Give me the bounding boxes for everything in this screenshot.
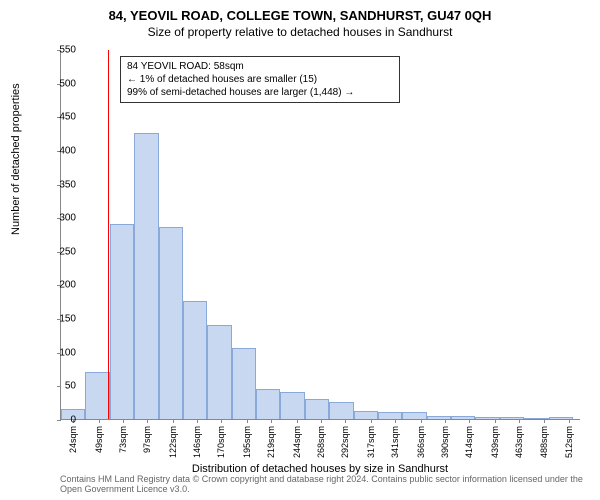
x-tick-mark [519, 419, 520, 423]
x-tick-mark [569, 419, 570, 423]
x-tick-mark [247, 419, 248, 423]
x-tick-mark [321, 419, 322, 423]
histogram-bar [256, 389, 280, 419]
x-tick-label: 97sqm [142, 426, 152, 453]
y-tick-label: 200 [46, 280, 76, 291]
x-tick-mark [544, 419, 545, 423]
y-tick-label: 350 [46, 179, 76, 190]
histogram-bar [378, 412, 402, 419]
annotation-line1: 84 YEOVIL ROAD: 58sqm [127, 60, 393, 73]
x-tick-label: 439sqm [490, 426, 500, 458]
x-tick-mark [445, 419, 446, 423]
histogram-bar [427, 416, 451, 419]
x-tick-label: 24sqm [68, 426, 78, 453]
credit-text: Contains HM Land Registry data © Crown c… [60, 474, 600, 494]
x-tick-label: 292sqm [340, 426, 350, 458]
x-tick-label: 341sqm [390, 426, 400, 458]
x-tick-mark [99, 419, 100, 423]
x-tick-mark [197, 419, 198, 423]
x-tick-label: 73sqm [118, 426, 128, 453]
y-tick-label: 250 [46, 246, 76, 257]
histogram-bar [354, 411, 378, 419]
x-tick-label: 390sqm [440, 426, 450, 458]
x-tick-label: 512sqm [564, 426, 574, 458]
x-tick-mark [469, 419, 470, 423]
histogram-bar [475, 417, 499, 419]
x-tick-mark [147, 419, 148, 423]
x-tick-label: 317sqm [366, 426, 376, 458]
x-tick-label: 244sqm [292, 426, 302, 458]
x-tick-mark [421, 419, 422, 423]
histogram-bar [134, 133, 158, 419]
histogram-bar [500, 417, 524, 419]
x-tick-label: 463sqm [514, 426, 524, 458]
x-tick-label: 170sqm [216, 426, 226, 458]
histogram-bar [305, 399, 329, 419]
x-tick-mark [345, 419, 346, 423]
y-tick-label: 0 [46, 415, 76, 426]
histogram-bar [183, 301, 207, 419]
x-tick-mark [173, 419, 174, 423]
x-tick-label: 146sqm [192, 426, 202, 458]
y-axis-label: Number of detached properties [10, 83, 22, 235]
y-tick-label: 50 [46, 381, 76, 392]
y-tick-label: 150 [46, 314, 76, 325]
y-tick-label: 300 [46, 213, 76, 224]
page-subtitle: Size of property relative to detached ho… [0, 23, 600, 43]
x-tick-mark [271, 419, 272, 423]
histogram-bar [402, 412, 426, 419]
x-tick-mark [123, 419, 124, 423]
y-tick-label: 500 [46, 78, 76, 89]
x-tick-label: 195sqm [242, 426, 252, 458]
x-tick-label: 49sqm [94, 426, 104, 453]
reference-line [108, 50, 109, 419]
x-tick-label: 268sqm [316, 426, 326, 458]
x-tick-label: 122sqm [168, 426, 178, 458]
x-tick-mark [495, 419, 496, 423]
histogram-bar [207, 325, 231, 419]
x-tick-mark [371, 419, 372, 423]
histogram-bar [159, 227, 183, 419]
histogram-bar [232, 348, 256, 419]
annotation-line3: 99% of semi-detached houses are larger (… [127, 86, 393, 99]
x-tick-label: 488sqm [539, 426, 549, 458]
histogram-bar [451, 416, 475, 419]
histogram-bar [280, 392, 304, 419]
annotation-line2: ← 1% of detached houses are smaller (15) [127, 73, 393, 86]
histogram-bar [110, 224, 134, 419]
plot-area [60, 50, 580, 420]
y-tick-label: 400 [46, 145, 76, 156]
x-tick-mark [297, 419, 298, 423]
x-tick-mark [221, 419, 222, 423]
y-tick-label: 550 [46, 45, 76, 56]
x-tick-label: 366sqm [416, 426, 426, 458]
y-tick-label: 100 [46, 347, 76, 358]
x-tick-label: 219sqm [266, 426, 276, 458]
x-tick-label: 414sqm [464, 426, 474, 458]
annotation-box: 84 YEOVIL ROAD: 58sqm ← 1% of detached h… [120, 56, 400, 103]
histogram-bar [85, 372, 109, 419]
histogram-bar [329, 402, 353, 419]
y-tick-label: 450 [46, 112, 76, 123]
x-tick-mark [395, 419, 396, 423]
chart: 84 YEOVIL ROAD: 58sqm ← 1% of detached h… [60, 50, 580, 420]
page-title: 84, YEOVIL ROAD, COLLEGE TOWN, SANDHURST… [0, 0, 600, 23]
